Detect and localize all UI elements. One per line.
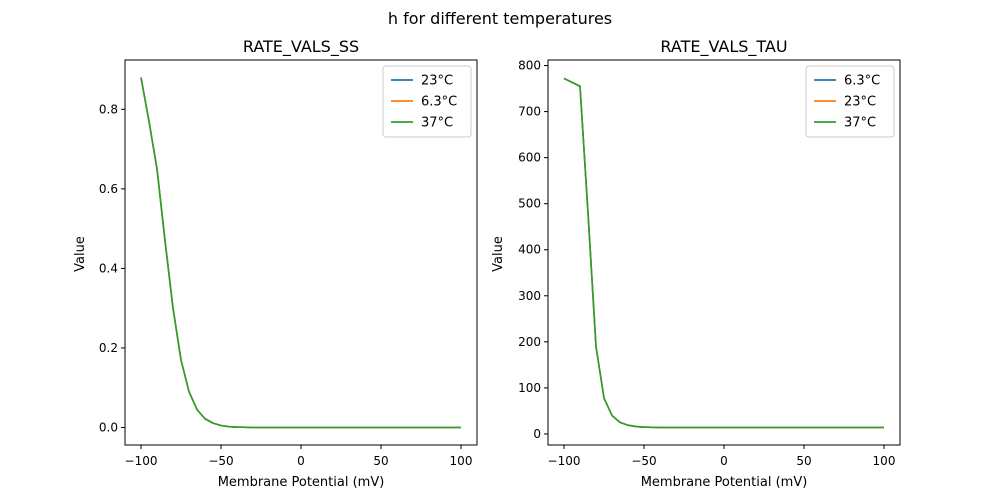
chart-tau: RATE_VALS_TAU Membrane Potential (mV) Va… [491,37,901,490]
chart-tau-plot-frame [547,59,901,446]
chart-ss-xtick-label: −100 [125,454,158,468]
chart-tau-ytick-label: 800 [518,59,541,73]
chart-tau-xtick-label: 50 [796,454,811,468]
chart-tau-legend-label-2: 37°C [844,116,876,131]
chart-tau-ylabel: Value [491,236,506,272]
chart-tau-ytick-label: 100 [518,381,541,395]
chart-tau-legend-label-1: 23°C [844,95,876,110]
chart-ss-ylabel: Value [73,236,88,272]
chart-ss-ytick-label: 0.8 [99,102,118,116]
chart-tau-ytick-label: 300 [518,289,541,303]
chart-ss-ytick-label: 0.6 [99,182,118,196]
chart-ss-series-line-2 [140,77,461,429]
chart-tau-legend-box [805,65,895,138]
chart-tau-xtick-label: −50 [631,454,656,468]
chart-tau-series-line-2 [563,77,884,429]
chart-ss-title: RATE_VALS_SS [243,37,359,57]
chart-ss-ytick-label: 0.2 [99,341,118,355]
chart-tau-legend: 6.3°C 23°C 37°C [805,65,895,138]
chart-ss-xtick-label: 50 [373,454,388,468]
chart-tau-xtick-label: 0 [720,454,728,468]
chart-ss-xtick-label: 0 [297,454,305,468]
chart-ss: RATE_VALS_SS Membrane Potential (mV) Val… [73,37,478,490]
chart-tau-xtick-label: −100 [548,454,581,468]
chart-tau-ytick-label: 200 [518,335,541,349]
chart-ss-xlabel: Membrane Potential (mV) [218,475,385,490]
chart-ss-ytick-label: 0.4 [99,261,118,275]
chart-tau-ytick-label: 400 [518,243,541,257]
chart-ss-series-lines [140,77,461,429]
chart-tau-ytick-label: 700 [518,105,541,119]
figure-suptitle: h for different temperatures [388,9,612,28]
chart-tau-xticks: −100 −50 0 50 100 [548,445,896,468]
chart-ss-xtick-label: −50 [208,454,233,468]
chart-tau-yticks: 0 100 200 300 400 500 600 700 800 [518,59,548,441]
chart-ss-xtick-label: 100 [450,454,473,468]
chart-tau-ytick-label: 0 [533,427,541,441]
chart-tau-series-lines [563,77,884,429]
chart-tau-ytick-label: 500 [518,197,541,211]
chart-ss-legend-label-1: 6.3°C [421,95,457,110]
chart-ss-legend-label-2: 37°C [421,116,453,131]
chart-tau-xlabel: Membrane Potential (mV) [641,475,808,490]
chart-ss-yticks: 0.0 0.2 0.4 0.6 0.8 [99,102,125,435]
chart-ss-legend-label-0: 23°C [421,74,453,89]
chart-ss-ytick-label: 0.0 [99,421,118,435]
chart-tau-ytick-label: 600 [518,151,541,165]
chart-ss-legend: 23°C 6.3°C 37°C [382,65,472,138]
chart-tau-title: RATE_VALS_TAU [660,37,787,57]
chart-tau-legend-label-0: 6.3°C [844,74,880,89]
chart-tau-xtick-label: 100 [873,454,896,468]
chart-ss-xticks: −100 −50 0 50 100 [125,445,473,468]
chart-ss-legend-box [382,65,472,138]
chart-ss-plot-frame [124,59,478,446]
